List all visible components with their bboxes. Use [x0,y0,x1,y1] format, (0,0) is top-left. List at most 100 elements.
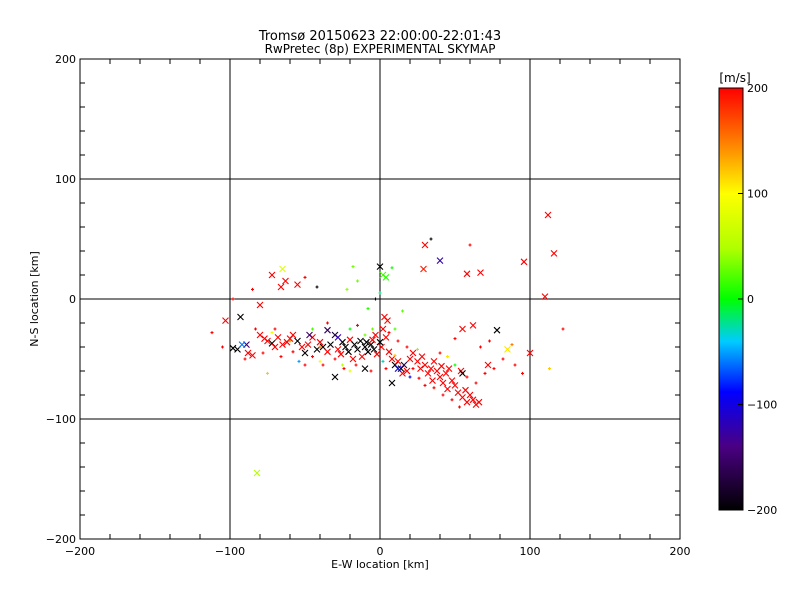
x-axis-label: E-W location [km] [331,558,429,571]
data-point-plus [311,355,314,359]
data-point-plus [270,331,274,335]
data-point-cross [238,341,246,348]
data-point-plus [303,275,307,279]
data-point-plus [311,327,314,331]
data-point-cross [370,346,378,353]
data-point-plus [488,339,491,343]
data-point-plus [396,339,400,343]
data-point-cross [421,241,429,249]
data-point-cross [351,341,358,348]
data-point-cross [229,344,237,352]
data-point-plus [231,297,235,301]
data-point-cross [358,353,366,360]
data-point-plus [356,279,359,283]
data-point-plus [303,363,307,367]
colorbar-tick-label: −100 [747,399,777,412]
data-point-cross [421,361,429,369]
data-point-plus [423,383,427,387]
data-point-cross [420,265,427,273]
data-point-cross [388,355,396,363]
data-point-cross [361,365,369,372]
data-point-cross [444,385,451,393]
data-point-plus [492,367,496,371]
chart-subtitle: RwPretec (8p) EXPERIMENTAL SKYMAP [265,42,496,56]
x-tick-label: −100 [215,545,245,558]
data-point-plus [321,363,325,367]
data-point-cross [268,271,276,279]
data-point-cross [459,325,466,333]
data-point-cross [406,355,414,363]
data-point-cross [463,398,471,406]
data-point-plus [411,367,415,371]
data-point-cross [520,258,528,266]
y-tick-labels: −200 −100 0 100 200 [46,53,76,546]
data-point-plus [371,327,374,331]
data-point-plus [561,327,565,331]
data-point-cross [469,322,477,329]
data-point-cross [249,352,256,359]
data-point-plus [363,333,367,337]
y-axis-label: N-S location [km] [28,251,41,347]
data-point-cross [324,326,331,334]
data-point-plus [405,345,409,349]
data-point-plus [479,345,482,349]
data-point-plus [221,345,224,349]
chart-title: Tromsø 20150623 22:00:00-22:01:43 [258,29,501,44]
data-point-cross [445,365,453,372]
data-point-cross [271,343,279,351]
data-point-cross [354,346,361,353]
data-point-plus [513,363,517,367]
data-point-plus [288,339,292,343]
data-point-cross [409,349,417,357]
data-point-cross [298,343,306,351]
data-point-cross [294,337,301,345]
data-point-plus [548,367,551,371]
data-point-cross [279,341,286,348]
data-point-cross [439,379,447,387]
data-point-plus [318,345,322,349]
data-point-cross [550,250,558,257]
grid-lines [80,59,680,539]
data-point-plus [453,337,457,341]
data-point-plus [345,287,349,291]
colorbar-tick-label: 100 [747,188,768,201]
data-point-plus [465,375,469,379]
data-point-cross [361,343,369,351]
data-point-plus [297,359,301,363]
data-point-cross [477,269,484,276]
data-point-cross [438,362,445,370]
data-point-plus [432,386,436,390]
data-point-cross [544,211,552,219]
y-tick-label: 200 [55,53,76,66]
data-point-cross [331,373,339,381]
data-point-cross [382,274,390,281]
data-point-plus [393,327,397,331]
data-point-cross [327,341,334,348]
data-point-plus [453,363,457,367]
data-point-cross [279,265,286,273]
data-point-plus [408,375,412,379]
data-point-cross [294,281,301,288]
data-point-plus [401,309,404,313]
data-point-plus [356,323,359,327]
y-tick-label: −200 [46,533,76,546]
data-point-cross [469,396,477,404]
data-point-cross [324,348,331,356]
data-point-cross [493,326,501,334]
data-point-cross [526,349,534,357]
data-point-cross [424,370,432,377]
data-point-plus [266,371,269,375]
data-point-plus [429,237,433,241]
data-point-cross [403,367,411,375]
data-point-cross [451,382,459,389]
data-point-plus [279,355,283,359]
data-point-cross [448,377,456,384]
data-point-plus [390,266,394,270]
x-tick-label: 100 [520,545,541,558]
data-point-cross [459,370,466,377]
data-point-plus [348,369,352,373]
data-point-plus [374,297,377,301]
data-point-plus [501,357,505,361]
data-point-cross [367,341,375,348]
